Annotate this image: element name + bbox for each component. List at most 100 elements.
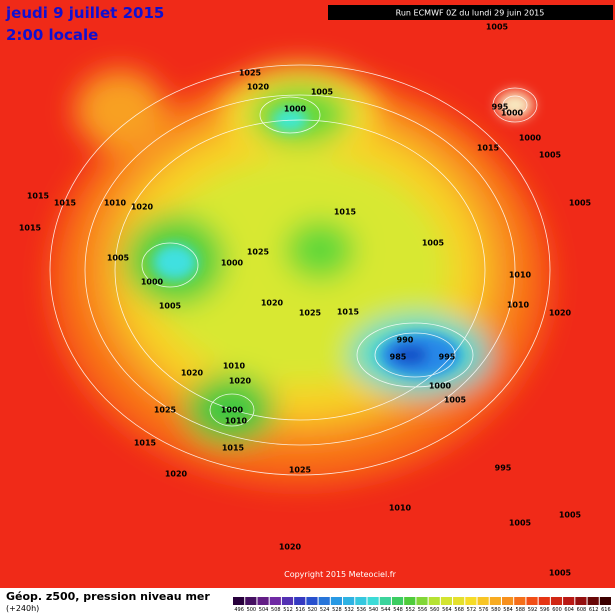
legend-swatch bbox=[269, 597, 281, 605]
legend-swatch bbox=[465, 597, 477, 605]
legend-label: 568 bbox=[454, 607, 464, 613]
date: jeudi 9 juillet 2015 bbox=[5, 4, 164, 22]
isobar-label: 1020 bbox=[549, 309, 572, 318]
legend-label: 528 bbox=[332, 607, 342, 613]
isobar-label: 1005 bbox=[159, 302, 182, 311]
legend-swatch bbox=[294, 597, 306, 605]
legend-swatch bbox=[453, 597, 465, 605]
legend-label: 592 bbox=[528, 607, 538, 613]
legend-swatch bbox=[599, 597, 611, 605]
legend-label: 556 bbox=[418, 607, 428, 613]
legend-swatch bbox=[379, 597, 391, 605]
isobar-label: 1015 bbox=[477, 144, 500, 153]
isobar-label: 1025 bbox=[154, 406, 177, 415]
legend-swatch bbox=[526, 597, 538, 605]
legend-label: 564 bbox=[442, 607, 452, 613]
legend-swatch bbox=[367, 597, 379, 605]
isobar-label: 1010 bbox=[507, 301, 530, 310]
legend-label: 504 bbox=[259, 607, 269, 613]
isobar-label: 1015 bbox=[27, 192, 50, 201]
legend-label: 616 bbox=[601, 607, 611, 613]
legend-label: 512 bbox=[283, 607, 293, 613]
legend-swatch bbox=[489, 597, 501, 605]
legend-swatch bbox=[391, 597, 404, 605]
isobar-label: 1000 bbox=[429, 382, 452, 391]
legend-label: 540 bbox=[369, 607, 379, 613]
legend-swatch bbox=[404, 597, 416, 605]
legend-swatch bbox=[514, 597, 526, 605]
isobar-label: 1010 bbox=[223, 362, 246, 371]
legend-swatch bbox=[563, 597, 575, 605]
isobar-label: 1020 bbox=[165, 470, 188, 479]
isobar-labels: 1005 1025 1020 1005 1000 995 1000 1000 1015 1005 1… bbox=[19, 23, 592, 578]
lead-time: (+240h) bbox=[6, 604, 39, 613]
legend-label: 532 bbox=[344, 607, 354, 613]
isobar-label: 995 bbox=[495, 464, 512, 473]
isobar-label: 1015 bbox=[54, 199, 77, 208]
legend-swatch bbox=[257, 597, 269, 605]
legend-label: 548 bbox=[393, 607, 403, 613]
isobar-label: 1025 bbox=[289, 466, 312, 475]
isobar-label: 1015 bbox=[337, 308, 360, 317]
legend-swatch bbox=[245, 597, 257, 605]
isobar-label: 1025 bbox=[247, 248, 270, 257]
legend-swatch bbox=[330, 597, 343, 605]
run-text: Run ECMWF 0Z du lundi 29 juin 2015 bbox=[396, 9, 545, 18]
isobar-label: 1020 bbox=[181, 369, 204, 378]
legend-swatch bbox=[550, 597, 563, 605]
isobar-label: 1000 bbox=[519, 134, 542, 143]
isobar-label: 1005 bbox=[539, 151, 562, 160]
isobar-label: 1000 bbox=[221, 406, 244, 415]
legend-label: 584 bbox=[503, 607, 513, 613]
isobar-label: 1005 bbox=[422, 239, 445, 248]
legend-swatch bbox=[501, 597, 514, 605]
legend-swatch bbox=[281, 597, 294, 605]
isobar-label: 1020 bbox=[279, 543, 302, 552]
legend-swatch bbox=[233, 597, 245, 605]
isobar-label: 1005 bbox=[559, 511, 582, 520]
legend-label: 608 bbox=[577, 607, 587, 613]
isobar-label: 1005 bbox=[569, 199, 592, 208]
isobar-label: 1015 bbox=[222, 444, 245, 453]
isobar-label: 1010 bbox=[389, 504, 412, 513]
isobar-label: 1005 bbox=[311, 88, 334, 97]
isobar-label: 1010 bbox=[509, 271, 532, 280]
isobar-label: 1010 bbox=[104, 199, 127, 208]
legend-swatch bbox=[428, 597, 440, 605]
legend-swatch bbox=[343, 597, 355, 605]
isobar-label: 1000 bbox=[284, 105, 307, 114]
isobar-label: 1005 bbox=[549, 569, 572, 578]
isobar-label: 1015 bbox=[19, 224, 42, 233]
legend-label: 544 bbox=[381, 607, 391, 613]
legend-label: 496 bbox=[234, 607, 244, 613]
legend-label: 612 bbox=[589, 607, 599, 613]
map-field bbox=[0, 0, 615, 588]
isobar-label: 1020 bbox=[131, 203, 154, 212]
time: 2:00 locale bbox=[6, 26, 98, 44]
isobar-label: 1005 bbox=[444, 396, 467, 405]
legend-label: 500 bbox=[247, 607, 257, 613]
legend-label: 600 bbox=[552, 607, 562, 613]
legend-label: 588 bbox=[516, 607, 526, 613]
isobar-label: 985 bbox=[390, 353, 407, 362]
isobar-label: 1000 bbox=[141, 278, 164, 287]
isobar-label: 1005 bbox=[107, 254, 130, 263]
isobar-label: 1005 bbox=[486, 23, 509, 32]
legend-label: 576 bbox=[479, 607, 489, 613]
legend-label: 596 bbox=[540, 607, 550, 613]
copyright: Copyright 2015 Meteociel.fr bbox=[284, 570, 396, 579]
isobar-label: 1005 bbox=[509, 519, 532, 528]
isobar-label: 1020 bbox=[229, 377, 252, 386]
legend: 496 500 504 508 512 516 520 524 528 532 536 540 544 5… bbox=[233, 597, 611, 613]
legend-label: 516 bbox=[295, 607, 305, 613]
legend-label: 536 bbox=[357, 607, 367, 613]
isobar-label: 1020 bbox=[247, 83, 270, 92]
legend-label: 572 bbox=[467, 607, 477, 613]
legend-swatch bbox=[416, 597, 428, 605]
legend-swatch bbox=[306, 597, 318, 605]
legend-swatch bbox=[538, 597, 550, 605]
isobar-label: 1000 bbox=[501, 109, 524, 118]
legend-label: 508 bbox=[271, 607, 281, 613]
isobar-label: 1000 bbox=[221, 259, 244, 268]
